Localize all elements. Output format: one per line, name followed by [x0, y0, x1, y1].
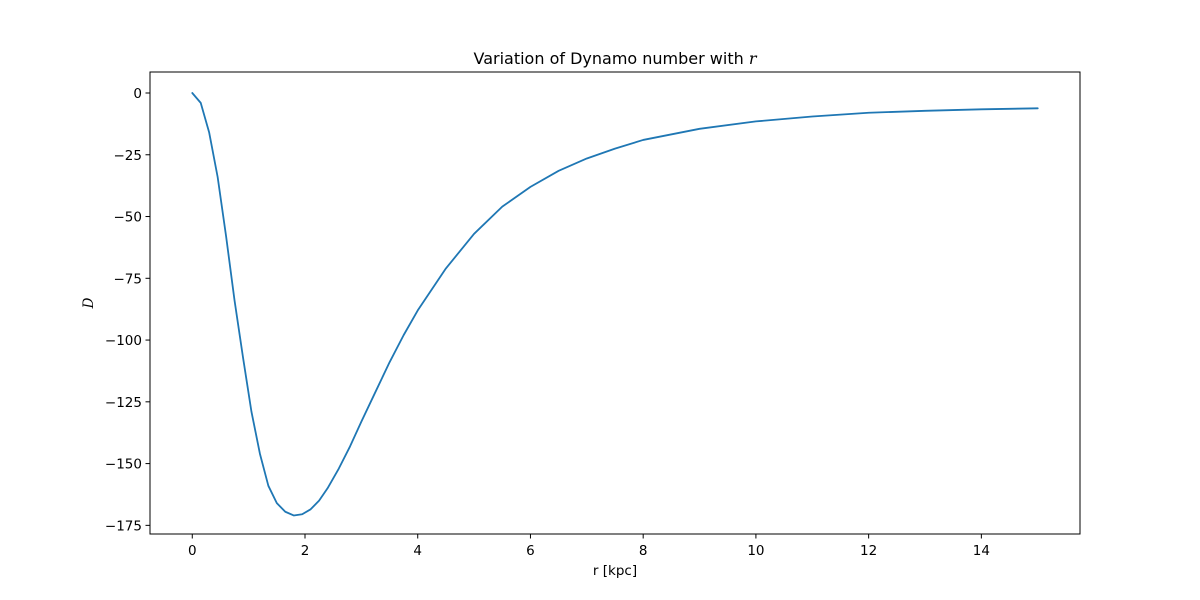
x-tick-label: 2 [301, 543, 310, 559]
x-tick-label: 12 [860, 543, 877, 559]
y-tick-label: −125 [105, 395, 142, 411]
x-tick-label: 4 [413, 543, 422, 559]
y-tick-label: −150 [105, 457, 142, 473]
x-axis-label: r [kpc] [593, 563, 637, 579]
y-axis-label: D [81, 297, 97, 309]
plot-area [191, 92, 1039, 517]
axes-frame [149, 71, 1081, 535]
series-line-0 [191, 92, 1039, 517]
y-tick-label: −75 [114, 271, 143, 287]
x-tick-label: 6 [526, 543, 535, 559]
chart-title: Variation of Dynamo number with r [474, 49, 758, 68]
x-tick-label: 10 [747, 543, 764, 559]
y-tick-label: −25 [114, 148, 143, 164]
x-tick-label: 0 [188, 543, 197, 559]
y-tick-label: 0 [133, 86, 142, 102]
y-tick-label: −100 [105, 333, 142, 349]
y-tick-label: −50 [114, 210, 143, 226]
x-tick-label: 14 [973, 543, 990, 559]
y-tick-label: −175 [105, 518, 142, 534]
x-tick-label: 8 [639, 543, 648, 559]
